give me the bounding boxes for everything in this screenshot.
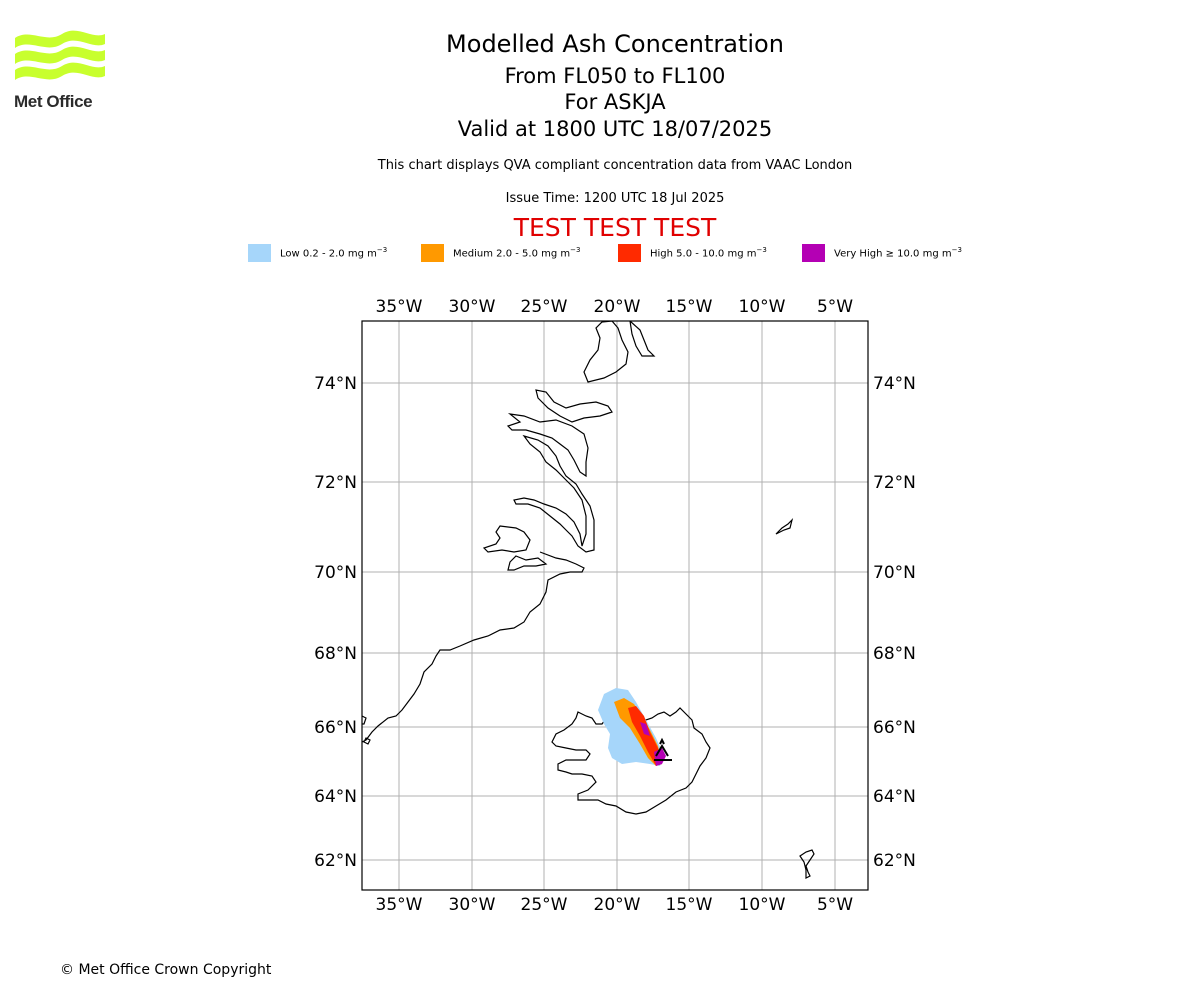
- lat-tick-left: 66°N: [314, 718, 357, 738]
- lat-tick-left: 70°N: [314, 563, 357, 583]
- ash-high: [628, 706, 662, 766]
- legend-label-very-high: Very High ≥ 10.0 mg m: [834, 248, 952, 260]
- lon-tick-top: 5°W: [817, 297, 853, 317]
- legend-swatch-very-high: [802, 244, 825, 262]
- lat-tick-right: 72°N: [873, 473, 916, 493]
- lat-tick-right: 62°N: [873, 851, 916, 871]
- copyright-notice: © Met Office Crown Copyright: [60, 962, 272, 978]
- legend-label-medium: Medium 2.0 - 5.0 mg m: [453, 248, 571, 260]
- legend-exponent-medium: −3: [570, 246, 581, 254]
- legend-swatch-high: [618, 244, 641, 262]
- lon-tick-bottom: 25°W: [521, 895, 568, 915]
- valid-time: Valid at 1800 UTC 18/07/2025: [457, 117, 773, 141]
- lat-tick-right: 66°N: [873, 718, 916, 738]
- lat-tick-left: 72°N: [314, 473, 357, 493]
- lon-tick-top: 15°W: [666, 297, 713, 317]
- lon-tick-bottom: 30°W: [449, 895, 496, 915]
- lon-tick-top: 25°W: [521, 297, 568, 317]
- legend-swatch-low: [248, 244, 271, 262]
- lon-tick-bottom: 35°W: [376, 895, 423, 915]
- lon-tick-top: 30°W: [449, 297, 496, 317]
- volcano-name: For ASKJA: [564, 90, 666, 114]
- legend-exponent-low: −3: [376, 246, 388, 254]
- met-office-logo: Met Office: [14, 30, 106, 112]
- ash-very-high-streak: [640, 722, 650, 736]
- lon-tick-bottom: 15°W: [666, 895, 713, 915]
- chart-title: Modelled Ash Concentration: [446, 30, 784, 58]
- volcano-icon: [654, 737, 672, 761]
- lat-tick-left: 62°N: [314, 851, 357, 871]
- lon-tick-bottom: 5°W: [817, 895, 853, 915]
- legend-exponent-high: −3: [756, 246, 767, 254]
- lat-tick-right: 64°N: [873, 787, 916, 807]
- jan-mayen-coastline: [775, 518, 794, 535]
- flight-level-range: From FL050 to FL100: [504, 64, 726, 88]
- lat-tick-right: 74°N: [873, 374, 916, 394]
- lon-tick-bottom: 20°W: [594, 895, 641, 915]
- lat-tick-left: 68°N: [314, 644, 357, 664]
- greenland-coastline: [362, 321, 656, 745]
- lat-tick-right: 70°N: [873, 563, 916, 583]
- graticule: [362, 321, 868, 890]
- faroe-coastline: [799, 849, 815, 879]
- lat-tick-right: 68°N: [873, 644, 916, 664]
- lon-tick-top: 35°W: [376, 297, 423, 317]
- lon-tick-top: 10°W: [739, 297, 786, 317]
- issue-time: Issue Time: 1200 UTC 18 Jul 2025: [505, 191, 725, 206]
- legend-swatch-medium: [421, 244, 444, 262]
- met-office-wave-icon: [15, 30, 105, 80]
- lon-tick-top: 20°W: [594, 297, 641, 317]
- logo-text: Met Office: [14, 92, 93, 111]
- lat-tick-left: 64°N: [314, 787, 357, 807]
- lon-tick-bottom: 10°W: [739, 895, 786, 915]
- map-frame: [361, 320, 869, 891]
- test-banner: TEST TEST TEST: [513, 213, 717, 242]
- legend-exponent-very-high: −3: [951, 246, 962, 254]
- legend-label-low: Low 0.2 - 2.0 mg m: [280, 248, 377, 260]
- lat-tick-left: 74°N: [314, 374, 357, 394]
- compliance-note: This chart displays QVA compliant concen…: [377, 158, 853, 173]
- legend-label-high: High 5.0 - 10.0 mg m: [650, 248, 757, 260]
